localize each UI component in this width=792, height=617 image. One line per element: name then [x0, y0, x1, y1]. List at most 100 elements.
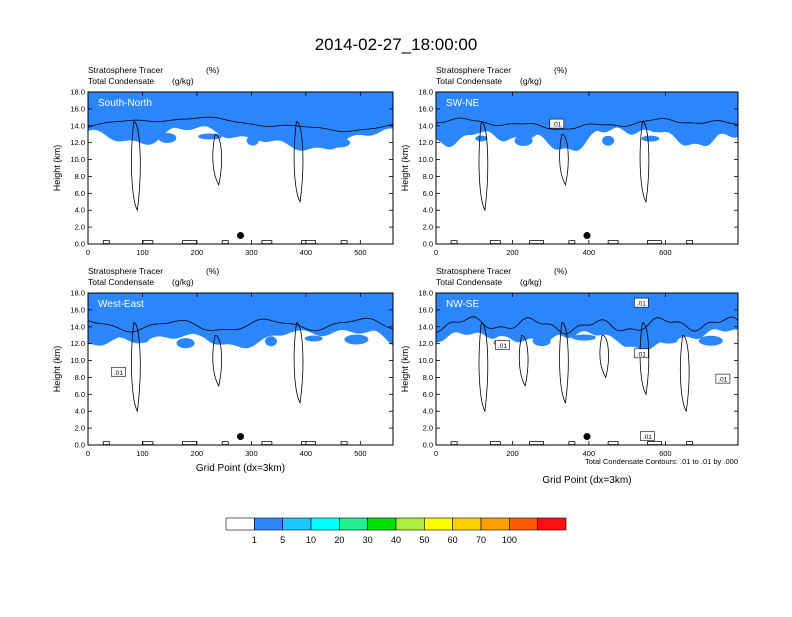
- y-tick-label: 18.0: [418, 88, 433, 97]
- y-tick-label: 12.0: [418, 138, 433, 147]
- x-tick-label: 500: [354, 248, 367, 257]
- y-axis-label: Height (km): [400, 145, 410, 192]
- panel-left-title: Stratosphere Tracer: [436, 266, 511, 276]
- panel-left-title: Total Condensate: [436, 76, 502, 86]
- y-tick-label: 18.0: [70, 88, 85, 97]
- tracer-patch: [680, 131, 705, 142]
- y-tick-label: 2.0: [423, 223, 433, 232]
- cross-section-name: NW-SE: [446, 299, 479, 310]
- contour-label-box: [715, 373, 731, 384]
- x-tick-label: 400: [583, 449, 596, 458]
- panel-unit: (g/kg): [172, 277, 194, 287]
- tracer-patch: [344, 334, 369, 345]
- contour-label: .01: [498, 343, 507, 350]
- panel-left-title: Stratosphere Tracer: [436, 65, 511, 75]
- contour-label-box: [111, 367, 126, 377]
- contour-label: .01: [643, 434, 652, 441]
- y-tick-label: 14.0: [70, 121, 85, 130]
- contour-line: [293, 121, 304, 203]
- contour-line: [518, 334, 529, 387]
- cross-section-name: West-East: [98, 299, 144, 310]
- tracer-patch: [118, 134, 131, 141]
- y-tick-label: 12.0: [70, 339, 85, 348]
- y-tick-label: 14.0: [70, 322, 85, 331]
- panel-unit: (%): [206, 266, 219, 276]
- contour-label-box: [640, 431, 655, 441]
- contour-label: .01: [637, 351, 646, 358]
- contour-label: .01: [637, 301, 646, 308]
- tracer-patch: [514, 135, 533, 146]
- colorbar: 1 5 10 20 30 40 50 60 70 100: [225, 517, 567, 545]
- contour-line: [88, 116, 393, 132]
- x-tick-label: 600: [659, 248, 672, 257]
- x-tick-label: 100: [136, 449, 149, 458]
- colorbar-label: 60: [448, 535, 458, 545]
- y-tick-label: 0.0: [75, 441, 85, 450]
- colorbar-label: 1: [252, 535, 257, 545]
- panel-nw-se: .01 .01 .01 .01 .01 0.0 2.0 4.0 6.0 8.0 10.0 12.0 14…: [400, 266, 739, 486]
- colorbar-label: 30: [363, 535, 373, 545]
- x-tick-label: 200: [506, 248, 519, 257]
- tracer-patch: [532, 336, 551, 347]
- tracer-patch: [158, 132, 177, 143]
- x-tick-label: 400: [300, 248, 313, 257]
- contour-line: [212, 334, 223, 387]
- x-tick-label: 400: [583, 248, 596, 257]
- y-tick-label: 8.0: [75, 172, 85, 181]
- colorbar-swatch: [480, 517, 510, 531]
- y-tick-label: 4.0: [423, 407, 433, 416]
- y-tick-label: 12.0: [70, 138, 85, 147]
- colorbar-swatch: [367, 517, 397, 531]
- y-axis-label: Height (km): [52, 346, 62, 393]
- contour-label-box: [549, 118, 565, 129]
- panel-unit: (g/kg): [172, 76, 194, 86]
- tracer-shading: [436, 92, 738, 151]
- y-tick-label: 8.0: [423, 172, 433, 181]
- y-tick-label: 2.0: [75, 223, 85, 232]
- panel-left-title: Stratosphere Tracer: [88, 65, 163, 75]
- cross-section-name: South-North: [98, 98, 152, 109]
- location-marker: [237, 433, 244, 441]
- tracer-patch: [698, 335, 723, 346]
- contour-label: .01: [718, 377, 727, 384]
- colorbar-swatch: [310, 517, 340, 531]
- panel-south-north: 0.0 2.0 4.0 6.0 8.0 10.0 12.0 14.0 16.0 18.0 0 100 2…: [52, 65, 394, 257]
- contour-line: [679, 334, 690, 413]
- tracer-patch: [198, 133, 222, 140]
- panel-sw-ne: .01 0.0 2.0 4.0 6.0 8.0 10.0 12.0 14.0 16.0 18.0 0 2…: [400, 65, 739, 257]
- tracer-patch: [659, 337, 678, 344]
- y-tick-label: 8.0: [75, 373, 85, 382]
- contour-line: [436, 117, 738, 130]
- condensate-contours: [436, 316, 738, 445]
- x-tick-label: 300: [245, 248, 258, 257]
- y-tick-label: 10.0: [70, 155, 85, 164]
- colorbar-swatch: [537, 517, 567, 531]
- panel-unit: (%): [206, 65, 219, 75]
- contour-line: [478, 322, 489, 413]
- y-tick-label: 4.0: [75, 206, 85, 215]
- plot-frame: [87, 292, 394, 446]
- x-axis-label: Grid Point (dx=3km): [542, 475, 631, 486]
- x-tick-label: 200: [506, 449, 519, 458]
- y-axis-label: Height (km): [400, 346, 410, 393]
- panel-unit: (g/kg): [520, 277, 542, 287]
- y-tick-label: 14.0: [418, 322, 433, 331]
- y-tick-label: 4.0: [75, 407, 85, 416]
- figure-title: 2014-02-27_18:00:00: [315, 35, 478, 54]
- colorbar-swatch: [339, 517, 368, 531]
- contour-line: [639, 121, 650, 204]
- y-tick-label: 0.0: [75, 240, 85, 249]
- x-tick-label: 100: [136, 248, 149, 257]
- y-tick-label: 4.0: [423, 206, 433, 215]
- contour-line: [436, 316, 738, 335]
- contour-line: [212, 133, 223, 186]
- x-tick-label: 0: [86, 449, 90, 458]
- panel-left-title: Total Condensate: [88, 76, 154, 86]
- panel-unit: (%): [554, 65, 567, 75]
- colorbar-label: 5: [280, 535, 285, 545]
- panel-unit: (g/kg): [520, 76, 542, 86]
- colorbar-swatch: [424, 517, 453, 531]
- x-tick-label: 300: [245, 449, 258, 458]
- y-tick-label: 8.0: [423, 373, 433, 382]
- panel-unit: (%): [554, 266, 567, 276]
